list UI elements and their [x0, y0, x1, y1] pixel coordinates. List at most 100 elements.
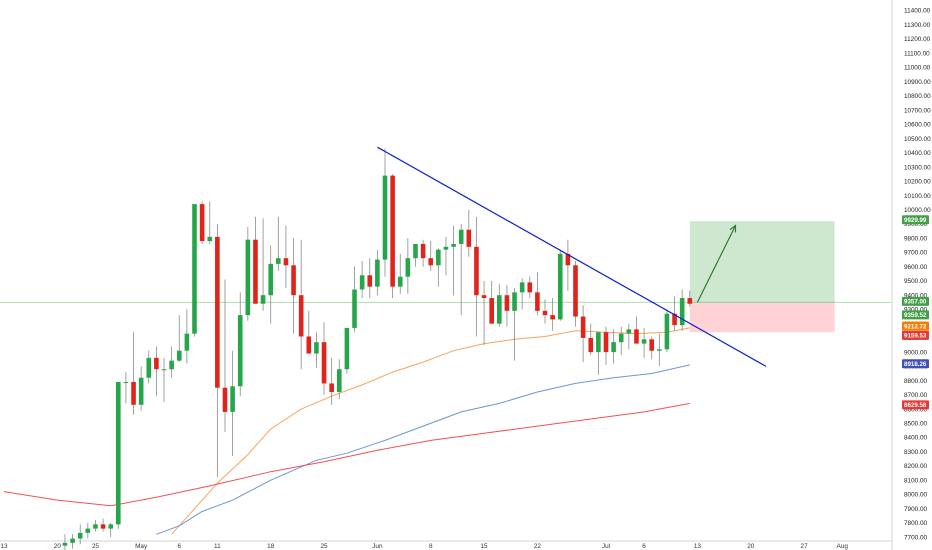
profit-zone — [689, 221, 835, 303]
candle-body — [542, 310, 548, 316]
y-tick-label: 9800.00 — [904, 235, 928, 242]
y-tick-label: 7800.00 — [904, 520, 928, 527]
candle-body — [649, 339, 654, 351]
candle-body — [481, 295, 487, 299]
candle-body — [641, 339, 647, 344]
price-label: 9212.72 — [902, 321, 929, 331]
candle-body — [390, 175, 395, 287]
candle-body — [123, 382, 129, 384]
candle-body — [436, 249, 441, 266]
candle-body — [413, 243, 418, 259]
price-label-bg — [902, 321, 929, 331]
x-tick-label: 13 — [0, 543, 8, 550]
candle-body — [458, 229, 464, 244]
candle-body — [512, 292, 517, 311]
candle-body — [230, 386, 235, 412]
candle-body — [519, 282, 525, 293]
candle-body — [329, 383, 334, 392]
candle-body — [489, 298, 494, 324]
x-tick-label: 15 — [481, 543, 489, 550]
candle-body — [116, 382, 121, 525]
y-tick-label: 8800.00 — [904, 378, 928, 385]
candle-body — [580, 316, 586, 338]
x-tick-label: 6 — [642, 543, 646, 550]
price-label-bg — [902, 330, 929, 340]
y-tick-label: 7700.00 — [904, 534, 928, 541]
y-tick-label: 9000.00 — [904, 349, 928, 356]
moving-average-line — [171, 327, 690, 535]
price-label-text: 9359.52 — [904, 312, 927, 319]
price-label-text: 8629.58 — [904, 402, 927, 409]
loss-zone — [689, 302, 835, 333]
price-label-bg — [902, 310, 929, 320]
y-tick-label: 8100.00 — [904, 477, 928, 484]
x-tick-label: May — [135, 543, 148, 550]
candle-body — [618, 333, 624, 343]
x-tick-label: 20 — [54, 543, 62, 550]
y-tick-label: 10500.00 — [904, 136, 931, 143]
candle-body — [359, 275, 365, 290]
y-tick-label: 10300.00 — [904, 164, 931, 171]
candle-body — [679, 298, 685, 326]
candle-body — [184, 333, 190, 351]
candle-body — [108, 524, 113, 529]
candle-body — [672, 313, 677, 326]
candle-body — [603, 332, 609, 353]
y-tick-label: 8000.00 — [904, 492, 928, 499]
x-tick-label: 27 — [801, 543, 809, 550]
candle-body — [260, 295, 266, 304]
candle-body — [154, 357, 159, 370]
candle-body — [276, 258, 281, 264]
candle-body — [611, 342, 616, 353]
candle-body — [573, 265, 578, 317]
candle-body — [443, 246, 449, 250]
y-tick-label: 10600.00 — [904, 122, 931, 129]
y-tick-label: 8400.00 — [904, 435, 928, 442]
price-label: 9357.00 — [902, 296, 929, 306]
candle-body — [176, 350, 182, 361]
candle-body — [138, 377, 144, 405]
price-label-text: 9212.72 — [904, 323, 927, 330]
candle-body — [237, 315, 243, 387]
x-tick-label: Jun — [372, 543, 383, 550]
y-tick-label: 8200.00 — [904, 463, 928, 470]
x-tick-label: 25 — [92, 543, 100, 550]
candle-body — [367, 275, 373, 287]
candle-body — [397, 276, 403, 287]
x-tick-label: 11 — [214, 543, 221, 550]
x-tick-label: 6 — [177, 543, 181, 550]
x-tick-label: 13 — [694, 543, 702, 550]
candle-body — [199, 204, 205, 242]
price-label-bg — [902, 215, 929, 225]
x-tick-label: 18 — [267, 543, 275, 550]
candle-body — [550, 315, 555, 320]
candle-body — [215, 236, 220, 388]
y-tick-label: 10000.00 — [904, 207, 931, 214]
candle-body — [268, 263, 273, 296]
price-label-text: 8918.26 — [904, 361, 927, 368]
y-tick-label: 11400.00 — [904, 8, 931, 15]
candle-body — [497, 295, 502, 324]
y-tick-label: 9500.00 — [904, 278, 928, 285]
candle-body — [428, 258, 434, 266]
candle-body — [687, 298, 693, 304]
candle-body — [161, 369, 167, 371]
candle-body — [596, 332, 601, 353]
price-label-text: 9929.99 — [904, 217, 927, 224]
candle-body — [474, 246, 479, 296]
candle-body — [192, 204, 197, 334]
candle-body — [93, 524, 98, 529]
candle-body — [375, 259, 380, 287]
x-tick-label: 25 — [320, 543, 328, 550]
y-tick-label: 10100.00 — [904, 193, 931, 200]
y-tick-label: 10200.00 — [904, 179, 931, 186]
projection-arrow-head — [729, 224, 737, 233]
y-tick-label: 9900.00 — [904, 221, 928, 228]
candle-body — [291, 265, 296, 296]
y-tick-label: 10900.00 — [904, 79, 931, 86]
candle-body — [527, 282, 533, 293]
candle-body — [306, 336, 312, 354]
y-tick-label: 10700.00 — [904, 107, 931, 114]
y-tick-label: 11000.00 — [904, 65, 931, 72]
